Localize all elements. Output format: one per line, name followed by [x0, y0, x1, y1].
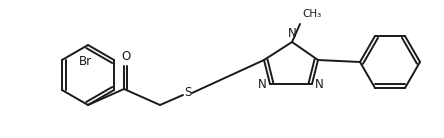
- Text: N: N: [258, 79, 267, 91]
- Text: CH₃: CH₃: [302, 9, 321, 19]
- Text: O: O: [121, 50, 130, 63]
- Text: N: N: [315, 79, 324, 91]
- Text: S: S: [184, 87, 192, 99]
- Text: Br: Br: [79, 55, 91, 68]
- Text: N: N: [288, 27, 297, 40]
